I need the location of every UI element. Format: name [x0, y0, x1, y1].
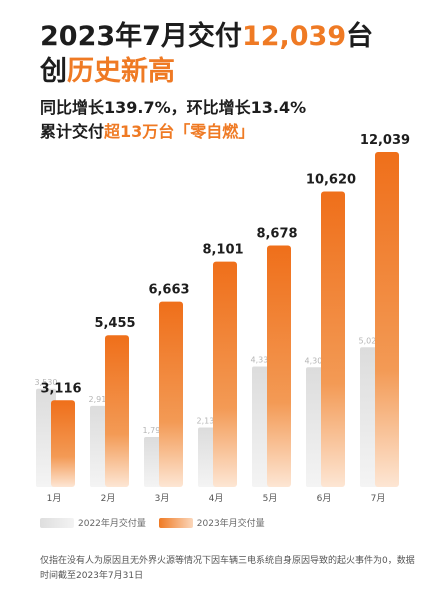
legend-item-2023: 2023年月交付量	[158, 516, 265, 529]
chart-legend: 2022年月交付量 2023年月交付量	[40, 516, 275, 531]
label-2023-5: 8,678	[256, 227, 297, 242]
label-2023-6: 10,620	[306, 172, 356, 187]
cumulative-accent: 超13万台「零自燃」	[104, 122, 255, 141]
x-tick-1: 1月	[47, 493, 62, 504]
label-2023-2: 5,455	[94, 316, 135, 331]
label-2022-2: 2,916	[89, 395, 112, 404]
growth-summary: 同比增长139.7%，环比增长13.4%	[40, 98, 307, 117]
headline-title: 2023年7月交付12,039台	[40, 20, 440, 54]
title-suffix: 台	[346, 21, 374, 52]
headline: 2023年7月交付12,039台 创历史新高 同比增长139.7%，环比增长13…	[40, 20, 440, 144]
label-2022-1: 3,530	[35, 378, 58, 387]
bar-2023-1	[51, 400, 75, 487]
legend-swatch-2023	[158, 517, 193, 528]
x-tick-4: 4月	[209, 493, 224, 504]
delivery-number: 12,039	[241, 21, 347, 52]
headline-record: 创历史新高	[40, 54, 440, 90]
label-2022-6: 4,302	[305, 356, 328, 365]
legend-item-2022: 2022年月交付量	[40, 516, 146, 529]
legend-label-2022: 2022年月交付量	[78, 519, 146, 529]
label-2022-3: 1,795	[143, 426, 166, 435]
label-2023-7: 12,039	[360, 133, 410, 148]
record-accent: 历史新高	[67, 56, 175, 87]
cumulative-summary: 累计交付超13万台「零自燃」	[40, 120, 440, 144]
bar-2023-3	[159, 301, 183, 487]
label-2023-4: 8,101	[202, 243, 243, 258]
bar-2023-5	[267, 245, 291, 487]
footnote: 仅指在没有人为原因且无外界火源等情况下因车辆三电系统自身原因导致的起火事件为0，…	[40, 556, 415, 581]
bar-2023-4	[213, 261, 237, 487]
x-tick-7: 7月	[371, 493, 386, 504]
bar-2023-6	[321, 191, 345, 488]
legend-swatch-2022	[40, 517, 74, 528]
label-2023-1: 3,116	[40, 381, 81, 396]
label-2022-4: 2,137	[197, 417, 220, 426]
x-tick-6: 6月	[317, 493, 332, 504]
record-prefix: 创	[40, 56, 67, 87]
cumulative-prefix: 累计交付	[40, 122, 105, 141]
x-tick-3: 3月	[155, 493, 170, 504]
label-2022-7: 5,022	[359, 336, 382, 345]
x-tick-5: 5月	[263, 493, 278, 504]
title-prefix: 2023年7月交付	[40, 21, 242, 52]
legend-label-2023: 2023年月交付量	[196, 519, 265, 529]
label-2022-5: 4,330	[251, 356, 274, 365]
label-2023-3: 6,663	[148, 283, 189, 298]
x-tick-2: 2月	[101, 493, 116, 504]
bar-2023-2	[105, 335, 129, 487]
bar-2023-7	[375, 152, 399, 487]
